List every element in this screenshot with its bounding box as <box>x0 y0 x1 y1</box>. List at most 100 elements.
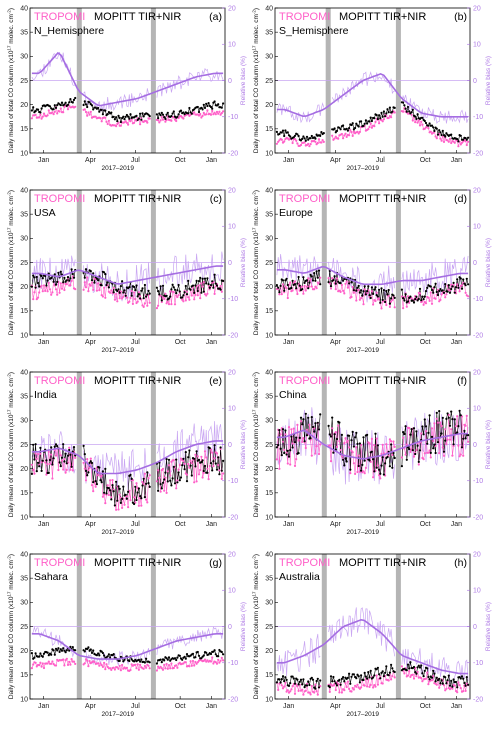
tropomi-point <box>127 123 130 126</box>
mopitt-point <box>291 279 294 282</box>
tropomi-point <box>47 109 50 112</box>
mopitt-point <box>408 667 411 670</box>
left-tick-label: 30 <box>20 54 28 61</box>
tropomi-point <box>287 426 291 429</box>
mopitt-point <box>53 445 56 448</box>
tropomi-point <box>344 132 347 135</box>
mopitt-point <box>143 283 146 287</box>
mopitt-point <box>388 465 391 468</box>
tropomi-point <box>281 283 285 286</box>
mopitt-point <box>157 489 160 492</box>
x-tick-label: Apr <box>330 157 342 164</box>
tropomi-point <box>453 684 456 687</box>
tropomi-point <box>173 303 177 306</box>
mopitt-point <box>171 283 174 286</box>
mopitt-point <box>435 676 438 679</box>
tropomi-point <box>422 303 425 306</box>
tropomi-point <box>286 462 289 465</box>
mopitt-point <box>368 120 371 123</box>
mopitt-point <box>315 679 318 683</box>
tropomi-point <box>113 298 116 301</box>
mopitt-point <box>444 676 447 679</box>
mopitt-point <box>376 666 379 669</box>
tropomi-point <box>307 277 310 280</box>
mopitt-point <box>343 680 346 683</box>
mopitt-point <box>178 654 181 657</box>
bias-smoothed-line <box>31 633 224 660</box>
left-tick-label: 25 <box>265 442 273 449</box>
tropomi-point <box>34 661 37 664</box>
tropomi-point <box>373 125 376 128</box>
tropomi-point <box>201 285 204 288</box>
mopitt-point <box>375 668 378 671</box>
label-text: molec. cm <box>253 14 260 45</box>
tropomi-point <box>409 450 412 453</box>
tropomi-point <box>442 454 446 457</box>
label-text: ) <box>8 372 15 374</box>
mopitt-point <box>213 273 216 276</box>
tropomi-point <box>417 463 420 466</box>
tropomi-point <box>340 132 343 136</box>
tropomi-point <box>378 122 381 125</box>
mopitt-point <box>446 412 449 415</box>
mopitt-point <box>187 112 190 115</box>
mopitt-point <box>313 430 316 433</box>
mopitt-point <box>450 410 453 413</box>
mopitt-point <box>287 684 291 688</box>
tropomi-point <box>331 134 334 137</box>
mopitt-point <box>409 295 412 298</box>
tropomi-point <box>217 658 220 661</box>
label-superscript: -2 <box>252 10 257 14</box>
mopitt-point <box>345 127 348 130</box>
mopitt-point <box>310 416 313 419</box>
tropomi-point <box>101 495 104 498</box>
left-tick-label: 40 <box>265 369 273 376</box>
mopitt-point <box>145 657 148 660</box>
tropomi-point <box>117 508 120 511</box>
mopitt-point <box>366 290 369 293</box>
tropomi-point <box>51 660 54 663</box>
mopitt-point <box>390 297 393 300</box>
mopitt-point <box>351 122 354 125</box>
mopitt-point <box>414 115 417 118</box>
mopitt-point <box>462 278 465 281</box>
mopitt-point <box>289 682 292 685</box>
mopitt-point <box>211 469 214 472</box>
tropomi-point <box>442 684 446 687</box>
tropomi-point <box>296 423 299 426</box>
tropomi-point <box>432 439 435 443</box>
tropomi-point <box>457 444 460 447</box>
tropomi-point <box>157 304 160 307</box>
mopitt-point <box>382 289 385 292</box>
mopitt-point <box>65 279 68 282</box>
tropomi-point <box>119 669 122 672</box>
mopitt-point <box>130 477 133 480</box>
tropomi-point <box>363 472 366 475</box>
tropomi-point <box>421 680 424 683</box>
mopitt-point <box>101 113 104 116</box>
tropomi-point <box>47 660 50 663</box>
tropomi-point <box>165 302 168 305</box>
tropomi-point <box>332 684 335 687</box>
mopitt-point <box>284 279 287 282</box>
mopitt-point <box>317 686 321 689</box>
tropomi-point <box>40 665 43 668</box>
tropomi-point <box>464 140 467 143</box>
tropomi-point <box>410 297 413 300</box>
mopitt-point <box>163 478 166 481</box>
tropomi-point <box>343 689 346 692</box>
mopitt-point <box>363 459 366 462</box>
mopitt-point <box>169 295 172 298</box>
x-tick-label: Oct <box>420 521 431 528</box>
tropomi-point <box>145 666 148 669</box>
mopitt-point <box>405 458 408 461</box>
mopitt-point <box>92 272 95 275</box>
mopitt-point <box>45 459 48 462</box>
tropomi-point <box>411 673 414 676</box>
legend-mopitt: MOPITT TIR+NIR <box>94 193 181 205</box>
tropomi-point <box>182 300 185 303</box>
tropomi-point <box>334 135 337 138</box>
mopitt-point <box>320 131 323 134</box>
